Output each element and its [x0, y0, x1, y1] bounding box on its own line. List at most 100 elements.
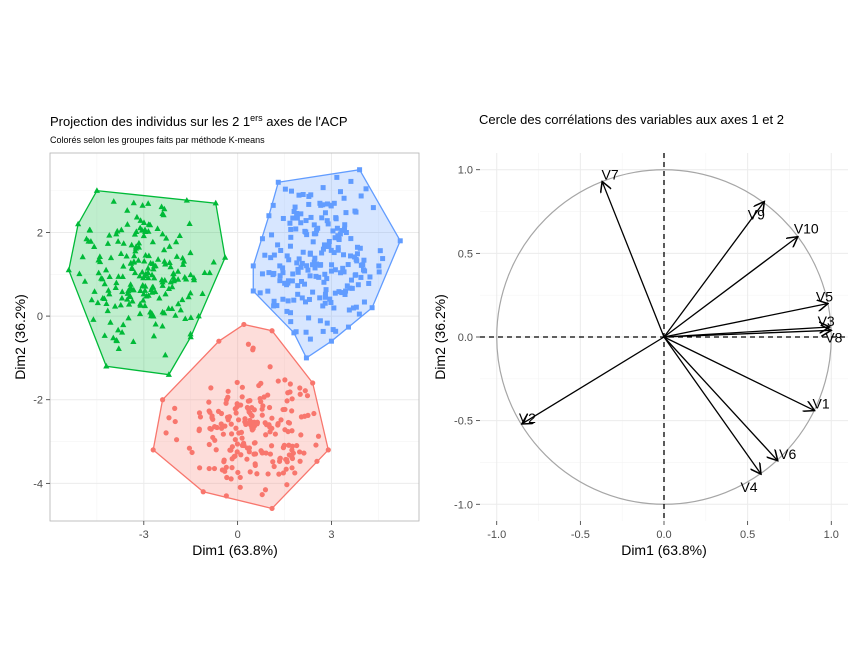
cluster2-point — [135, 239, 143, 246]
cluster2-point — [129, 297, 136, 304]
cluster3-point — [313, 231, 319, 237]
cluster2-point — [140, 290, 147, 297]
cluster2-point — [99, 275, 106, 282]
left-x-axis-title: Dim1 (63.8%) — [192, 542, 278, 558]
cluster3-point — [345, 262, 351, 268]
cluster3-point — [350, 305, 356, 311]
cluster3-point — [331, 250, 337, 256]
cluster3-point — [277, 263, 283, 269]
cluster2-point — [210, 258, 217, 265]
cluster3-point — [310, 262, 316, 268]
cluster3-point — [355, 282, 361, 288]
cluster1-point — [297, 458, 303, 464]
cluster2-point — [107, 254, 115, 261]
cluster3-point — [341, 226, 347, 232]
individual-points — [65, 167, 403, 512]
cluster2-point — [90, 316, 97, 322]
cluster2-point — [130, 286, 137, 293]
right-axis-ticks: -1.0 -0.5 0.0 0.5 1.0 -1.0 -0.5 0.0 0.5 1.0 — [454, 165, 839, 541]
cluster2-point — [103, 300, 110, 307]
cluster3-point — [346, 307, 352, 313]
cluster3-point — [295, 266, 301, 272]
cluster1-point — [237, 474, 243, 481]
cluster2-point — [124, 221, 131, 227]
left-y-tick-label: 2 — [37, 227, 43, 239]
cluster3-point — [288, 319, 294, 325]
cluster3-point — [370, 205, 376, 211]
cluster1-hull-vertex-point — [269, 505, 275, 512]
cluster2-hull-vertex-point — [75, 220, 82, 227]
cluster3-point — [329, 262, 335, 268]
cluster3-point — [341, 269, 347, 275]
cluster3-point — [331, 305, 337, 311]
cluster3-point — [347, 285, 353, 291]
cluster3-point — [268, 255, 274, 261]
cluster3-point — [317, 295, 323, 301]
cluster3-point — [335, 247, 341, 253]
cluster2-point — [175, 300, 182, 307]
cluster3-point — [338, 270, 344, 276]
cluster1-point — [172, 418, 178, 425]
cluster3-point — [314, 227, 320, 233]
cluster2-point — [120, 263, 127, 269]
cluster1-hull-vertex-point — [159, 397, 166, 403]
cluster1-point — [239, 384, 245, 390]
cluster3-point — [328, 203, 334, 209]
cluster1-point — [280, 445, 287, 451]
cluster3-point — [303, 299, 309, 305]
cluster1-hull-vertex-point — [269, 328, 275, 334]
cluster2-point — [136, 272, 143, 279]
cluster2-point — [91, 288, 98, 294]
cluster3-point — [367, 274, 373, 280]
cluster3-point — [288, 226, 294, 232]
right-y-tick-label: -1.0 — [454, 499, 473, 511]
cluster2-point — [138, 227, 146, 233]
cluster3-point — [320, 185, 326, 191]
cluster1-point — [284, 482, 290, 488]
cluster1-point — [163, 430, 169, 436]
cluster2-hull-vertex-point — [165, 371, 172, 377]
cluster2-point — [141, 302, 149, 309]
cluster3-point — [299, 278, 305, 284]
cluster1-point — [225, 388, 231, 394]
cluster3-point — [285, 298, 291, 304]
cluster2-point — [104, 307, 111, 314]
cluster1-point — [166, 415, 172, 421]
cluster3-point — [271, 270, 277, 276]
cluster2-point — [117, 301, 124, 308]
cluster2-point — [137, 300, 144, 307]
cluster3-point — [356, 311, 362, 317]
cluster1-point — [246, 449, 252, 455]
cluster3-point — [300, 192, 306, 198]
cluster2-point — [127, 259, 134, 266]
cluster2-point — [135, 257, 142, 263]
cluster3-point — [311, 259, 317, 265]
cluster2-point — [148, 271, 156, 278]
cluster1-point — [267, 364, 273, 370]
cluster2-point — [166, 243, 173, 249]
cluster3-point — [322, 294, 328, 300]
cluster2-point — [182, 315, 189, 322]
left-chart-subtitle: Colorés selon les groupes faits par méth… — [50, 135, 265, 145]
cluster3-point — [259, 271, 265, 277]
cluster1-point — [208, 385, 214, 391]
cluster1-point — [296, 449, 303, 455]
cluster1-point — [219, 467, 225, 473]
cluster2-point — [140, 297, 147, 303]
cluster3-point — [302, 281, 308, 287]
left-y-tick-label: 0 — [37, 311, 43, 323]
cluster3-point — [334, 225, 340, 231]
arrow-v5 — [663, 304, 828, 338]
cluster3-point — [348, 236, 354, 242]
cluster3-point — [298, 220, 304, 226]
cluster3-point — [286, 257, 292, 263]
cluster1-point — [232, 436, 238, 443]
cluster2-point — [137, 217, 144, 223]
cluster3-point — [266, 270, 272, 276]
cluster2-point — [152, 320, 159, 327]
cluster1-point — [238, 452, 244, 458]
right-y-axis-title: Dim2 (36.2%) — [432, 294, 448, 380]
cluster3-hull-vertex-point — [275, 179, 281, 185]
cluster3-point — [377, 248, 383, 254]
cluster3-point — [294, 260, 300, 266]
